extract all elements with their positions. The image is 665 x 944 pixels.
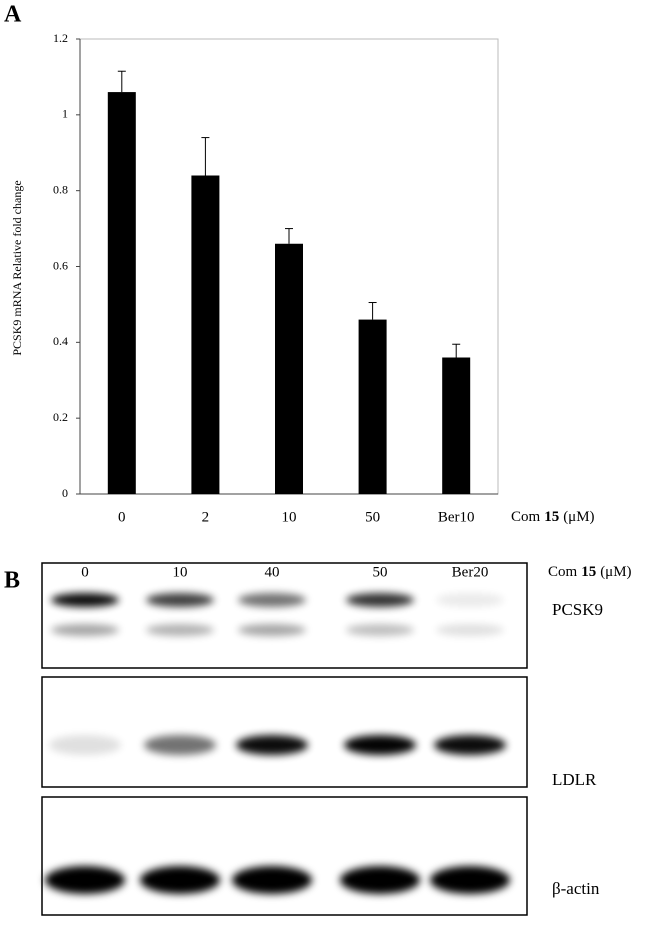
- blot-band: [436, 593, 504, 607]
- blot-band: [232, 866, 312, 894]
- blot-band: [146, 593, 214, 607]
- y-tick-label: 0.8: [53, 182, 68, 196]
- panel-label: B: [4, 568, 20, 594]
- lane-label: Ber20: [452, 564, 489, 580]
- error-bar: [452, 343, 461, 358]
- panel-label: A: [4, 2, 22, 28]
- y-tick-label: 1.2: [53, 31, 68, 45]
- y-tick-label: 0.4: [53, 334, 68, 348]
- lane-label: 40: [265, 564, 280, 580]
- blot-label: LDLR: [552, 770, 597, 789]
- blot-frame: [41, 676, 528, 788]
- error-bar: [201, 137, 210, 176]
- blot-band: [430, 866, 510, 894]
- blot-band: [49, 735, 121, 755]
- blot-band: [146, 624, 214, 636]
- blot-frame: [41, 562, 528, 669]
- blot-panel: [41, 562, 528, 916]
- blot-band: [340, 866, 420, 894]
- y-tick-label: 0: [62, 486, 68, 500]
- blot-band: [434, 735, 506, 755]
- x-tick-label: 50: [365, 509, 380, 525]
- bar: [107, 92, 136, 494]
- blot-frame: [41, 796, 528, 916]
- bar: [442, 357, 471, 494]
- blot-band: [436, 624, 504, 636]
- bar: [358, 319, 387, 494]
- blot-band: [346, 593, 414, 607]
- x-tick-label: 2: [202, 509, 210, 525]
- blot-label: PCSK9: [552, 600, 603, 619]
- blot-label: β-actin: [552, 879, 600, 898]
- x-tick-label: 10: [282, 509, 297, 525]
- y-tick-label: 0.2: [53, 410, 68, 424]
- error-bar: [368, 302, 377, 320]
- error-bar: [285, 228, 293, 244]
- blot-band: [51, 593, 119, 607]
- blot-band: [346, 624, 414, 636]
- x-axis-label-part: Com: [548, 564, 578, 580]
- x-axis-label-part: (μM): [600, 564, 631, 580]
- x-tick-label: 0: [118, 509, 126, 525]
- lane-label: 0: [81, 564, 89, 580]
- blot-band: [238, 624, 306, 636]
- x-axis-label-part: Com: [511, 509, 541, 525]
- blot-band: [344, 735, 416, 755]
- y-axis-label: PCSK9 mRNA Relative fold change: [10, 180, 24, 355]
- blot-band: [238, 593, 306, 607]
- x-axis-label-part: (μM): [563, 509, 594, 525]
- x-tick-label: Ber10: [438, 509, 475, 525]
- x-axis-label: Com 15 (μM): [511, 509, 595, 525]
- y-tick-label: 0.6: [53, 258, 68, 272]
- bar: [191, 175, 220, 494]
- blot-band: [144, 735, 216, 755]
- lane-label: 10: [173, 564, 188, 580]
- bar: [275, 243, 303, 494]
- x-axis-label-part: 15: [544, 509, 559, 525]
- blot-band: [140, 866, 220, 894]
- error-bar: [117, 70, 126, 93]
- y-tick-label: 1: [62, 107, 68, 121]
- x-axis-label-part: 15: [581, 564, 596, 580]
- blot-band: [236, 735, 308, 755]
- blot-band: [45, 866, 125, 894]
- blot-band: [51, 624, 119, 636]
- x-axis-label: Com 15 (μM): [548, 564, 632, 580]
- lane-label: 50: [373, 564, 388, 580]
